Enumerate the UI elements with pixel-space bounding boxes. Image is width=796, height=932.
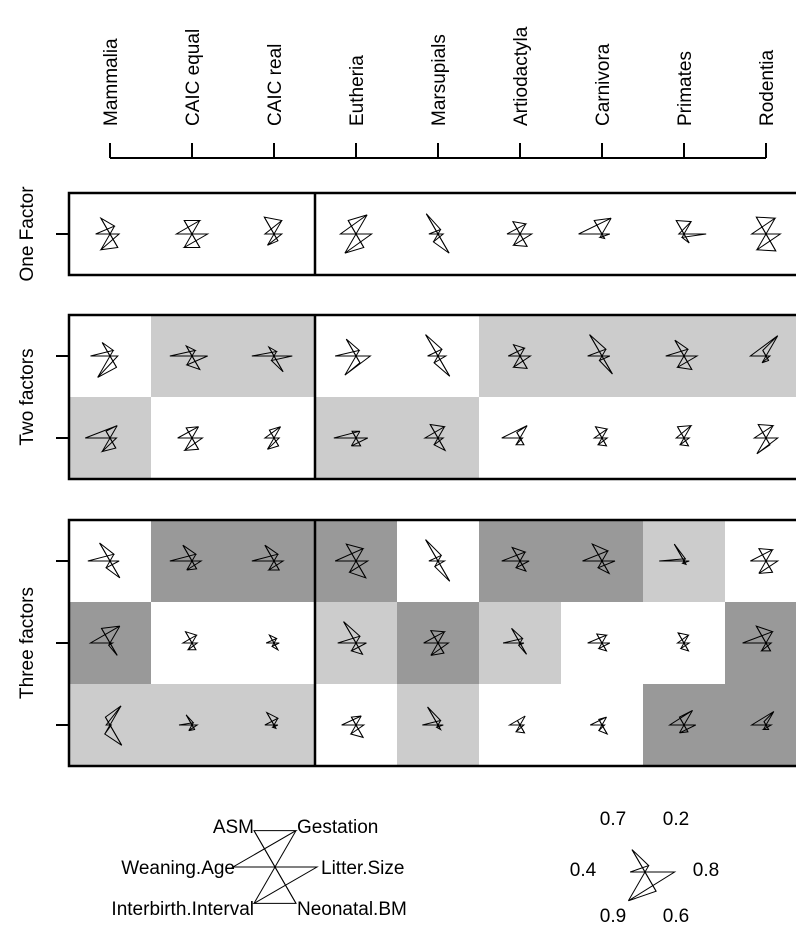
star-glyph <box>266 633 280 652</box>
star-glyph <box>90 342 119 378</box>
star-glyph <box>501 425 528 446</box>
column-label: Marsupials <box>429 34 450 126</box>
example-value-4: 0.8 <box>693 860 719 881</box>
column-label: CAIC equal <box>183 29 204 126</box>
star-glyph <box>592 425 609 447</box>
star-glyph <box>587 334 613 375</box>
panel-label: Two factors <box>17 348 38 445</box>
legend-gestation: Gestation <box>297 817 378 838</box>
star-glyph <box>578 217 612 240</box>
panel-label: One Factor <box>17 186 38 282</box>
star-glyph <box>85 425 118 453</box>
star-glyph <box>502 628 527 655</box>
example-value-1: 0.7 <box>600 809 626 830</box>
panel-label: Three factors <box>17 587 38 699</box>
column-label: Artiodactyla <box>511 26 532 126</box>
column-label: Carnivora <box>593 43 614 126</box>
axes-layer <box>56 143 767 726</box>
star-glyph <box>338 214 374 254</box>
star-glyph <box>750 548 780 574</box>
star-glyph <box>667 709 696 734</box>
legend-key: ASM Gestation Weaning.Age Litter.Size In… <box>111 817 406 920</box>
star-glyph <box>508 343 533 369</box>
star-glyph <box>675 219 707 244</box>
example-value-3: 0.4 <box>570 860 597 881</box>
legend-weaning-age: Weaning.Age <box>121 858 235 879</box>
example-star-glyph <box>627 849 677 902</box>
star-glyph <box>422 706 444 731</box>
star-glyph <box>177 426 204 452</box>
star-glyph <box>659 543 690 566</box>
star-glyph <box>87 542 121 579</box>
legend-interbirth-interval: Interbirth.Interval <box>111 899 254 920</box>
legend-neonatal-bm: Neonatal.BM <box>297 899 407 920</box>
example-value-2: 0.2 <box>663 809 689 830</box>
example-value-6: 0.6 <box>663 906 689 927</box>
star-glyph <box>104 705 123 746</box>
column-label: Primates <box>675 51 696 126</box>
legend-litter-size: Litter.Size <box>321 858 404 879</box>
star-glyph <box>423 630 450 656</box>
panel-label-layer: One Factor Two factors Three factors <box>17 186 38 699</box>
star-glyph <box>425 539 451 582</box>
star-glyph <box>749 711 775 730</box>
star-glyph <box>251 544 285 571</box>
star-glyph <box>174 220 210 248</box>
star-glyph <box>587 633 611 652</box>
star-glyph <box>88 625 121 656</box>
star-glyph <box>674 424 693 447</box>
star-glyph <box>752 423 780 455</box>
legend-hexagon <box>231 830 319 904</box>
column-label-layer: Mammalia CAIC equal CAIC real Eutheria Marsu… <box>101 26 778 126</box>
star-glyph <box>341 715 366 739</box>
example-star: 0.7 0.2 0.4 0.8 0.9 0.6 <box>570 809 719 927</box>
star-glyph <box>169 344 208 371</box>
cell-shading-layer <box>69 315 796 766</box>
star-glyph <box>169 544 203 571</box>
star-glyph <box>665 339 699 371</box>
column-label: Rodentia <box>757 50 778 126</box>
star-glyph <box>337 621 367 656</box>
star-glyph <box>675 632 691 652</box>
star-glyph <box>425 213 450 254</box>
star-glyph <box>425 334 451 377</box>
star-glyph <box>590 716 609 736</box>
column-label: Mammalia <box>101 38 122 126</box>
star-glyph <box>95 216 121 251</box>
star-glyph <box>423 423 447 452</box>
star-glyph <box>748 335 779 364</box>
column-label: Eutheria <box>347 55 368 126</box>
star-glyph-layer <box>85 213 782 746</box>
star-glyph <box>501 546 530 572</box>
star-glyph <box>506 220 534 247</box>
example-value-5: 0.9 <box>600 906 626 927</box>
star-glyph <box>750 216 782 252</box>
star-glyph <box>335 338 372 376</box>
star-glyph <box>181 630 199 651</box>
legend-asm: ASM <box>213 817 254 838</box>
star-glyph <box>251 345 293 373</box>
star-glyph <box>742 625 774 652</box>
star-glyph <box>263 426 281 450</box>
star-glyph <box>582 543 616 575</box>
star-glyph <box>333 430 368 447</box>
star-glyph <box>178 714 199 732</box>
star-glyph <box>334 543 370 579</box>
panel-frame <box>67 313 796 481</box>
star-glyph <box>507 715 526 734</box>
star-glyph <box>264 711 279 730</box>
star-glyph <box>263 216 284 246</box>
column-label: CAIC real <box>265 44 286 126</box>
